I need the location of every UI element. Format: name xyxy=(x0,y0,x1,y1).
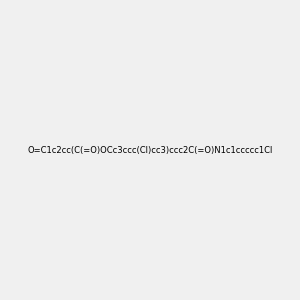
Text: O=C1c2cc(C(=O)OCc3ccc(Cl)cc3)ccc2C(=O)N1c1ccccc1Cl: O=C1c2cc(C(=O)OCc3ccc(Cl)cc3)ccc2C(=O)N1… xyxy=(27,146,273,154)
